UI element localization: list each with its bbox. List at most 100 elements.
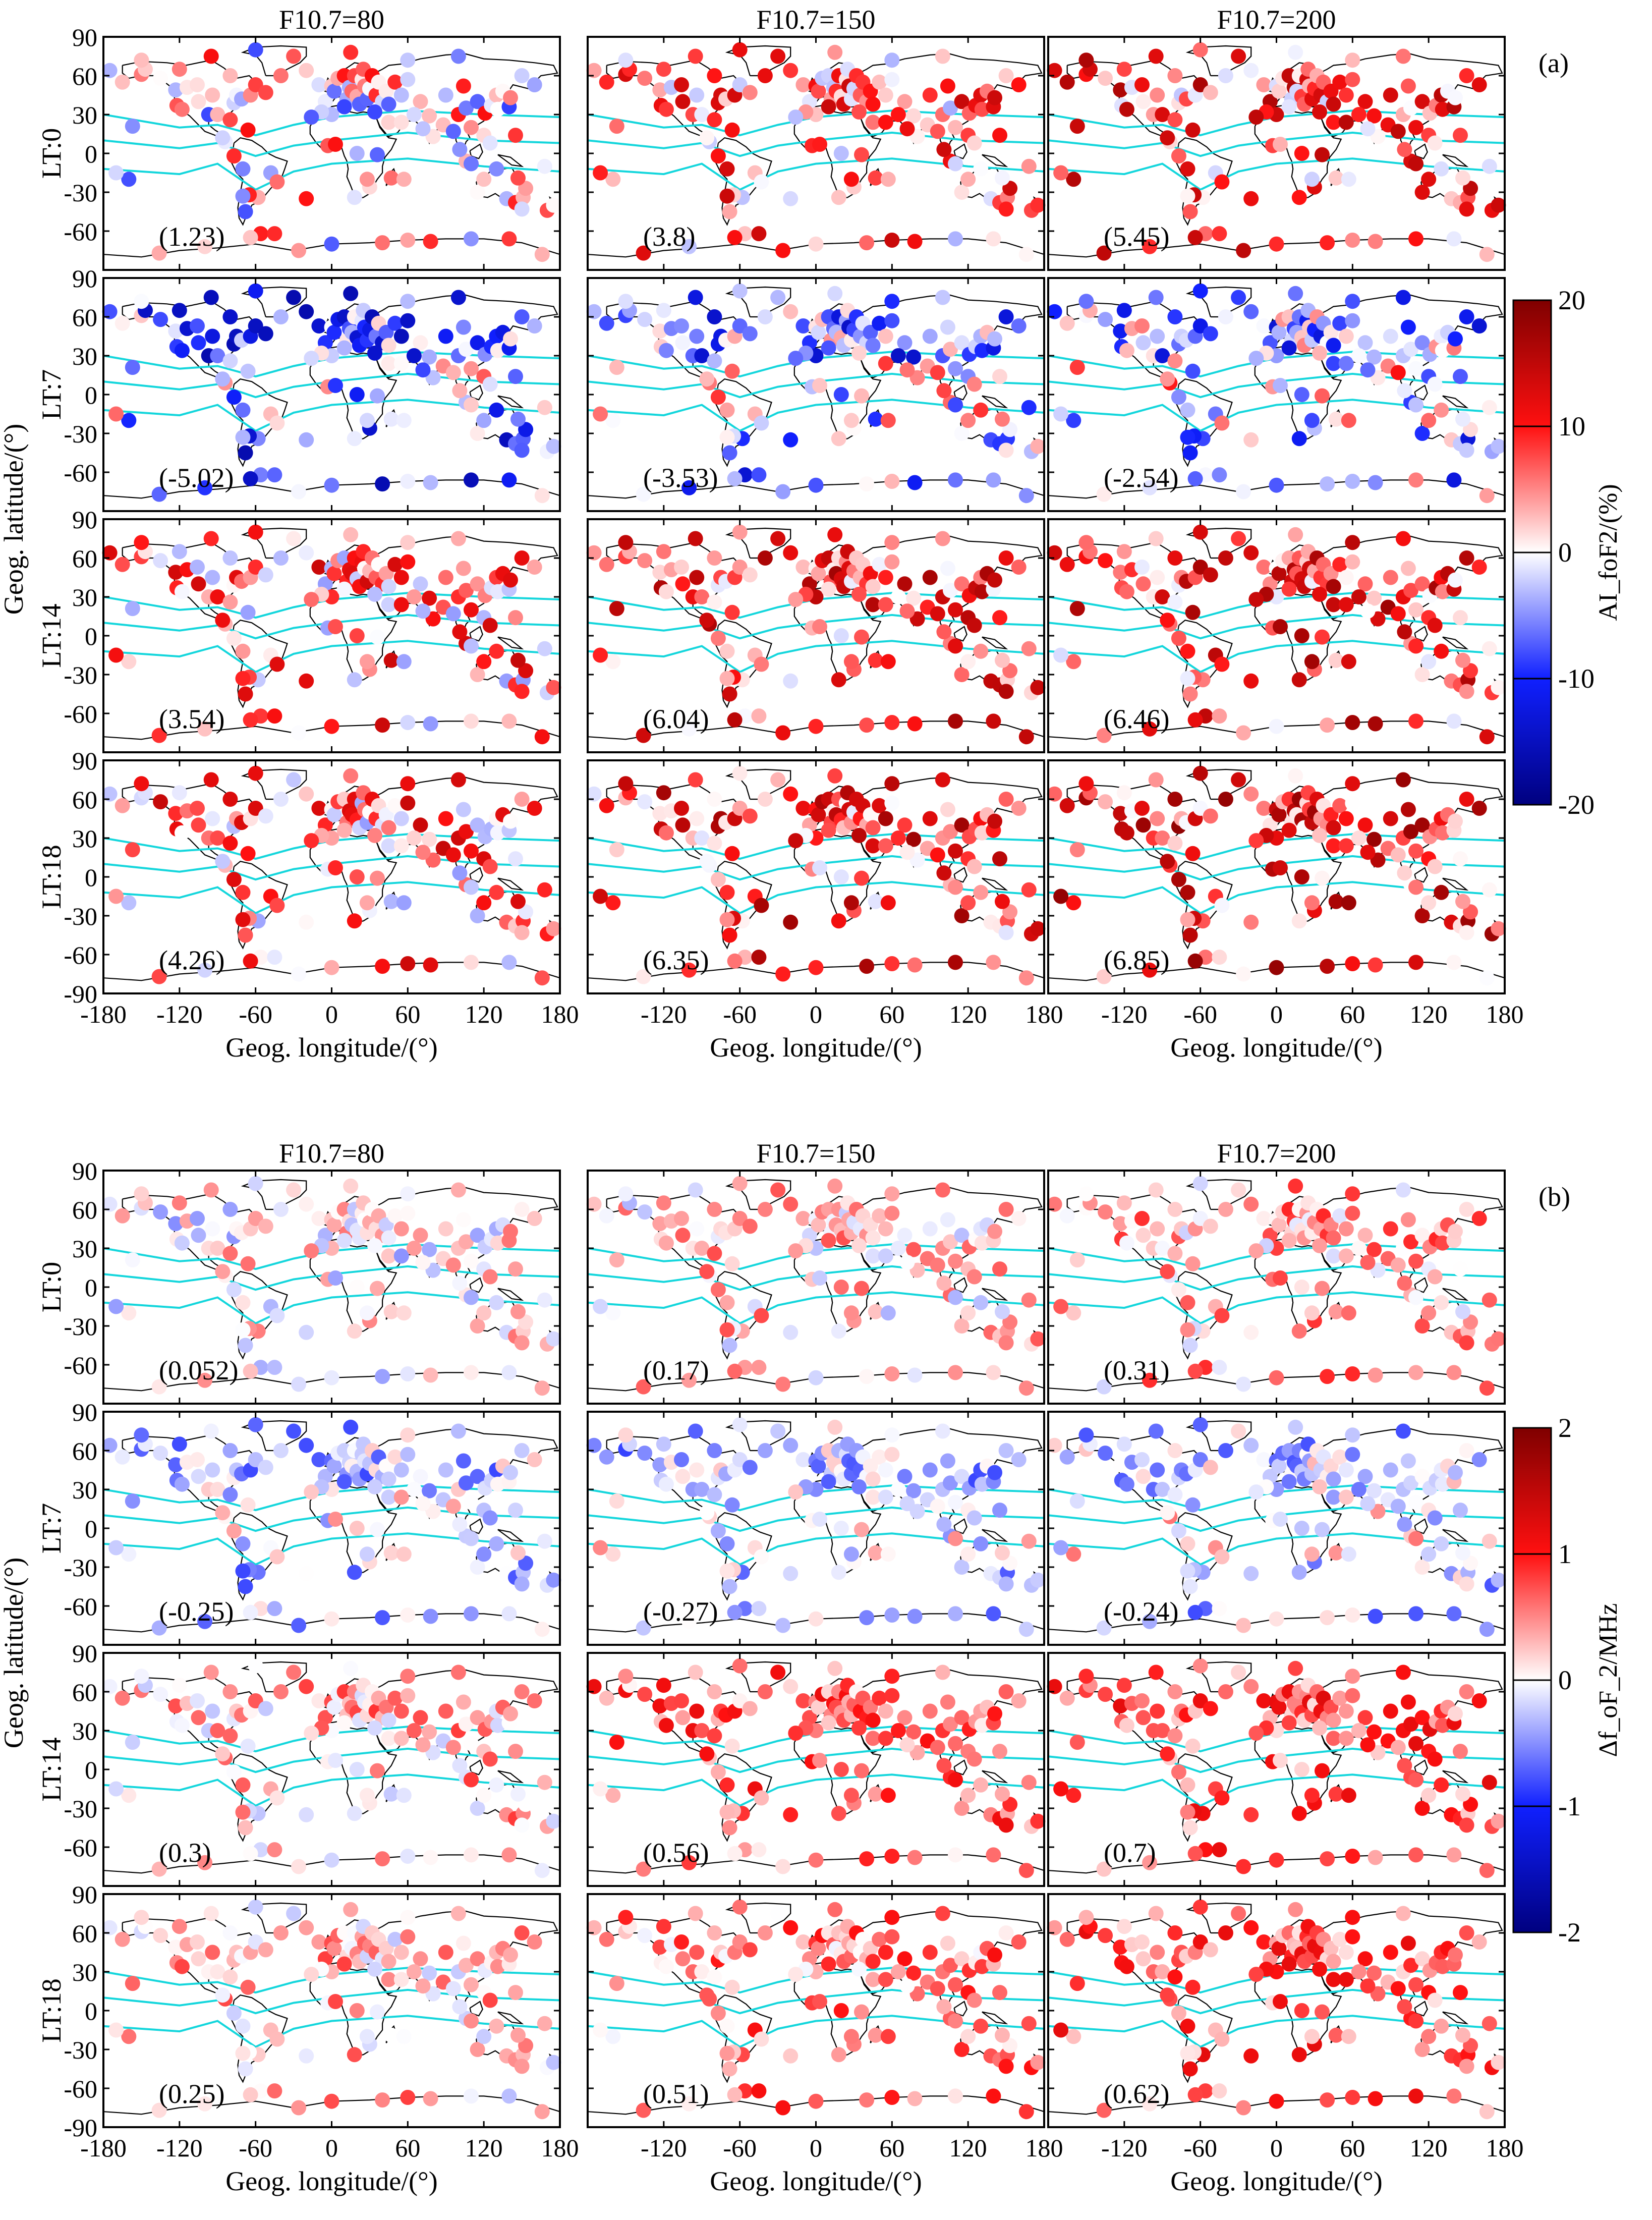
panel-label: (a) bbox=[1539, 48, 1569, 78]
station-marker bbox=[1459, 2059, 1474, 2074]
station-marker bbox=[423, 1608, 438, 1624]
station-marker bbox=[1421, 172, 1437, 187]
station-marker bbox=[1116, 785, 1132, 801]
station-marker bbox=[191, 817, 206, 833]
station-marker bbox=[707, 1728, 722, 1744]
station-marker bbox=[1069, 1976, 1085, 1991]
coastline bbox=[1442, 1770, 1469, 1784]
station-marker bbox=[534, 1863, 550, 1878]
station-marker bbox=[370, 2004, 385, 2020]
station-marker bbox=[1408, 1606, 1423, 1622]
station-marker bbox=[899, 845, 915, 860]
station-marker bbox=[688, 1664, 703, 1680]
station-marker bbox=[226, 1764, 242, 1780]
station-marker bbox=[1360, 362, 1376, 378]
station-marker bbox=[851, 104, 867, 120]
station-marker bbox=[324, 236, 339, 252]
station-marker bbox=[1030, 1572, 1046, 1588]
station-marker bbox=[1078, 294, 1094, 309]
station-marker bbox=[987, 90, 1002, 105]
station-marker bbox=[727, 230, 743, 245]
station-marker bbox=[1113, 82, 1128, 98]
station-marker bbox=[637, 553, 653, 569]
station-marker bbox=[710, 390, 726, 405]
station-marker bbox=[1434, 2018, 1449, 2034]
station-marker bbox=[359, 1546, 375, 1562]
magnetic-latitude-line bbox=[1048, 1506, 1505, 1532]
station-marker bbox=[884, 1427, 900, 1443]
station-marker bbox=[1341, 1546, 1356, 1562]
station-marker bbox=[1345, 1910, 1360, 1925]
station-marker bbox=[1231, 772, 1246, 788]
station-marker bbox=[935, 1664, 950, 1680]
station-marker bbox=[1448, 572, 1463, 588]
colorbar-label: Δf_oF_2/MHz bbox=[1594, 1603, 1623, 1757]
station-marker bbox=[998, 1576, 1014, 1592]
station-marker bbox=[121, 413, 137, 428]
coastline bbox=[1442, 2011, 1469, 2025]
station-marker bbox=[637, 1928, 653, 1944]
station-marker bbox=[464, 120, 479, 135]
station-marker bbox=[299, 1196, 314, 1212]
station-marker bbox=[490, 101, 505, 117]
station-marker bbox=[1192, 524, 1208, 540]
station-marker bbox=[821, 99, 836, 115]
station-marker bbox=[751, 1601, 767, 1617]
station-marker bbox=[699, 854, 715, 869]
station-marker bbox=[1236, 243, 1251, 258]
station-marker bbox=[940, 1453, 955, 1469]
station-marker bbox=[1482, 1292, 1497, 1308]
station-marker bbox=[808, 1370, 824, 1385]
station-marker bbox=[1332, 74, 1348, 90]
station-marker bbox=[125, 1252, 140, 1268]
station-marker bbox=[1459, 1817, 1474, 1833]
station-marker bbox=[1011, 560, 1027, 575]
x-tick-label: 180 bbox=[541, 2134, 579, 2162]
station-marker bbox=[205, 87, 220, 103]
station-marker bbox=[422, 1724, 437, 1740]
station-marker bbox=[897, 1228, 913, 1243]
station-marker bbox=[514, 68, 530, 83]
station-marker bbox=[102, 1437, 118, 1453]
y-tick-label: 30 bbox=[72, 1958, 97, 1986]
station-marker bbox=[821, 1233, 836, 1248]
station-marker bbox=[851, 1961, 867, 1977]
station-marker bbox=[205, 1221, 220, 1237]
station-marker bbox=[1281, 340, 1297, 356]
station-marker bbox=[455, 1694, 471, 1710]
station-marker bbox=[191, 335, 206, 351]
station-marker bbox=[851, 1720, 867, 1736]
station-marker bbox=[1491, 2055, 1506, 2070]
station-marker bbox=[897, 817, 913, 833]
station-marker bbox=[134, 294, 149, 309]
station-marker bbox=[1312, 1961, 1327, 1977]
station-marker bbox=[1021, 1292, 1037, 1308]
station-marker bbox=[1018, 1622, 1034, 1637]
station-marker bbox=[843, 2029, 859, 2044]
station-marker bbox=[455, 802, 471, 817]
station-marker bbox=[546, 680, 561, 695]
station-marker bbox=[1030, 197, 1046, 213]
station-marker bbox=[1113, 1457, 1128, 1473]
station-marker bbox=[795, 560, 811, 575]
station-marker bbox=[1291, 672, 1307, 688]
station-marker bbox=[400, 474, 416, 489]
station-marker bbox=[1320, 1851, 1335, 1867]
station-marker bbox=[1180, 161, 1195, 177]
station-marker bbox=[1134, 1452, 1150, 1467]
station-marker bbox=[367, 586, 382, 602]
station-marker bbox=[811, 566, 826, 581]
x-tick-label: -60 bbox=[1183, 2134, 1217, 2162]
station-marker bbox=[396, 413, 412, 428]
y-tick-label: 90 bbox=[72, 23, 97, 51]
station-marker bbox=[1248, 1967, 1264, 1982]
station-marker bbox=[172, 1436, 187, 1452]
map-cell: (0.31) bbox=[1047, 1170, 1506, 1405]
station-marker bbox=[688, 48, 703, 64]
station-marker bbox=[948, 1365, 963, 1380]
x-tick-label: -120 bbox=[641, 1000, 687, 1028]
station-marker bbox=[1351, 830, 1366, 846]
station-marker bbox=[1214, 1549, 1230, 1565]
station-marker bbox=[464, 713, 479, 729]
